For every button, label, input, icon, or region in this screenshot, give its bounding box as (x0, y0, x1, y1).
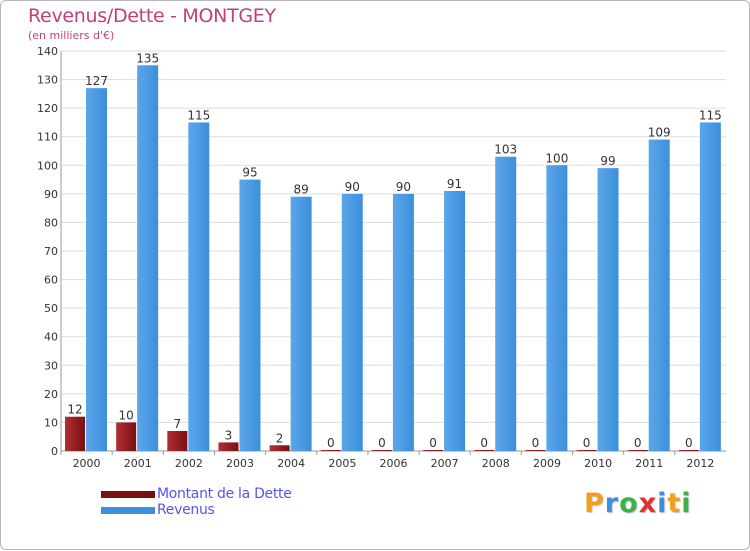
revenue-bar (137, 65, 159, 452)
debt-data-label: 12 (67, 403, 82, 417)
x-tick-label: 2001 (124, 457, 152, 470)
revenue-data-label: 90 (396, 180, 411, 194)
logo-letter: r (604, 488, 620, 519)
revenue-data-label: 135 (136, 51, 159, 65)
debt-data-label: 7 (173, 417, 181, 431)
revenue-bar (239, 179, 261, 452)
revenue-data-label: 127 (85, 74, 108, 88)
debt-bar (423, 450, 444, 451)
revenue-data-label: 115 (187, 108, 210, 122)
y-tick-label: 40 (44, 331, 58, 344)
y-tick-label: 90 (44, 188, 58, 201)
revenue-bar (188, 122, 210, 451)
y-tick-label: 130 (37, 74, 58, 87)
revenue-bar (546, 165, 568, 452)
revenue-data-label: 99 (600, 154, 615, 168)
y-tick-label: 30 (44, 359, 58, 372)
y-tick-label: 100 (37, 159, 58, 172)
y-tick-label: 140 (37, 45, 58, 58)
debt-data-label: 0 (634, 436, 642, 450)
debt-bar (320, 450, 341, 451)
revenue-bar (648, 139, 670, 452)
x-tick-label: 2003 (226, 457, 254, 470)
revenue-data-label: 89 (293, 183, 308, 197)
revenue-bar (597, 168, 619, 451)
debt-bar (474, 450, 495, 451)
legend-swatch-debt (101, 491, 155, 498)
y-tick-label: 120 (37, 102, 58, 115)
debt-data-label: 0 (378, 436, 386, 450)
debt-data-label: 0 (429, 436, 437, 450)
logo-letter: i (681, 488, 692, 519)
debt-bar (269, 445, 290, 451)
legend-label-debt: Montant de la Dette (157, 486, 292, 502)
debt-data-label: 0 (480, 436, 488, 450)
debt-bar (218, 442, 239, 451)
debt-bar (627, 450, 648, 451)
debt-bar (167, 431, 188, 451)
revenue-data-label: 103 (494, 143, 517, 157)
logo-letter: t (667, 488, 682, 519)
x-tick-label: 2008 (482, 457, 510, 470)
y-tick-label: 10 (44, 416, 58, 429)
x-tick-label: 2005 (328, 457, 356, 470)
debt-data-label: 3 (225, 428, 233, 442)
debt-bar (525, 450, 546, 451)
debt-data-label: 0 (583, 436, 591, 450)
x-tick-label: 2012 (686, 457, 714, 470)
debt-bar (65, 416, 85, 451)
logo-letter: o (619, 488, 639, 519)
x-tick-label: 2007 (431, 457, 459, 470)
y-tick-label: 20 (44, 388, 58, 401)
debt-bar (116, 422, 137, 451)
debt-data-label: 2 (276, 431, 284, 445)
legend-label-revenue: Revenus (157, 502, 215, 518)
revenue-data-label: 90 (345, 180, 360, 194)
revenue-bar (86, 88, 107, 452)
revenue-data-label: 109 (648, 126, 671, 140)
debt-data-label: 0 (685, 436, 693, 450)
debt-bar (576, 450, 597, 451)
logo-letter: P (584, 488, 605, 519)
x-tick-label: 2000 (73, 457, 101, 470)
revenue-bar (495, 156, 517, 451)
y-tick-label: 0 (51, 445, 58, 458)
debt-data-label: 10 (119, 408, 134, 422)
debt-data-label: 0 (327, 436, 335, 450)
x-tick-label: 2010 (584, 457, 612, 470)
revenue-data-label: 95 (242, 166, 257, 180)
y-tick-label: 110 (37, 131, 58, 144)
y-tick-label: 60 (44, 274, 58, 287)
x-tick-label: 2006 (380, 457, 408, 470)
x-tick-label: 2004 (277, 457, 305, 470)
x-tick-label: 2011 (635, 457, 663, 470)
y-tick-label: 70 (44, 245, 58, 258)
logo-letter: i (657, 488, 668, 519)
revenue-data-label: 100 (545, 151, 568, 165)
revenue-data-label: 91 (447, 177, 462, 191)
y-tick-label: 50 (44, 302, 58, 315)
x-tick-label: 2009 (533, 457, 561, 470)
revenue-bar (392, 193, 414, 451)
revenue-bar (341, 193, 363, 451)
debt-bar (678, 450, 699, 451)
debt-data-label: 0 (532, 436, 540, 450)
logo-letter: x (638, 488, 658, 519)
revenue-bar (290, 196, 312, 451)
chart-subtitle: (en milliers d'€) (28, 29, 115, 42)
legend-swatch-revenue (101, 507, 155, 514)
revenue-bar (699, 122, 721, 451)
revenue-bar (444, 191, 466, 451)
proxiti-logo: Proxiti (584, 488, 692, 519)
y-tick-label: 80 (44, 216, 58, 229)
chart-title: Revenus/Dette - MONTGEY (28, 5, 276, 27)
debt-bar (371, 450, 392, 451)
x-tick-label: 2002 (175, 457, 203, 470)
revenue-data-label: 115 (699, 108, 722, 122)
